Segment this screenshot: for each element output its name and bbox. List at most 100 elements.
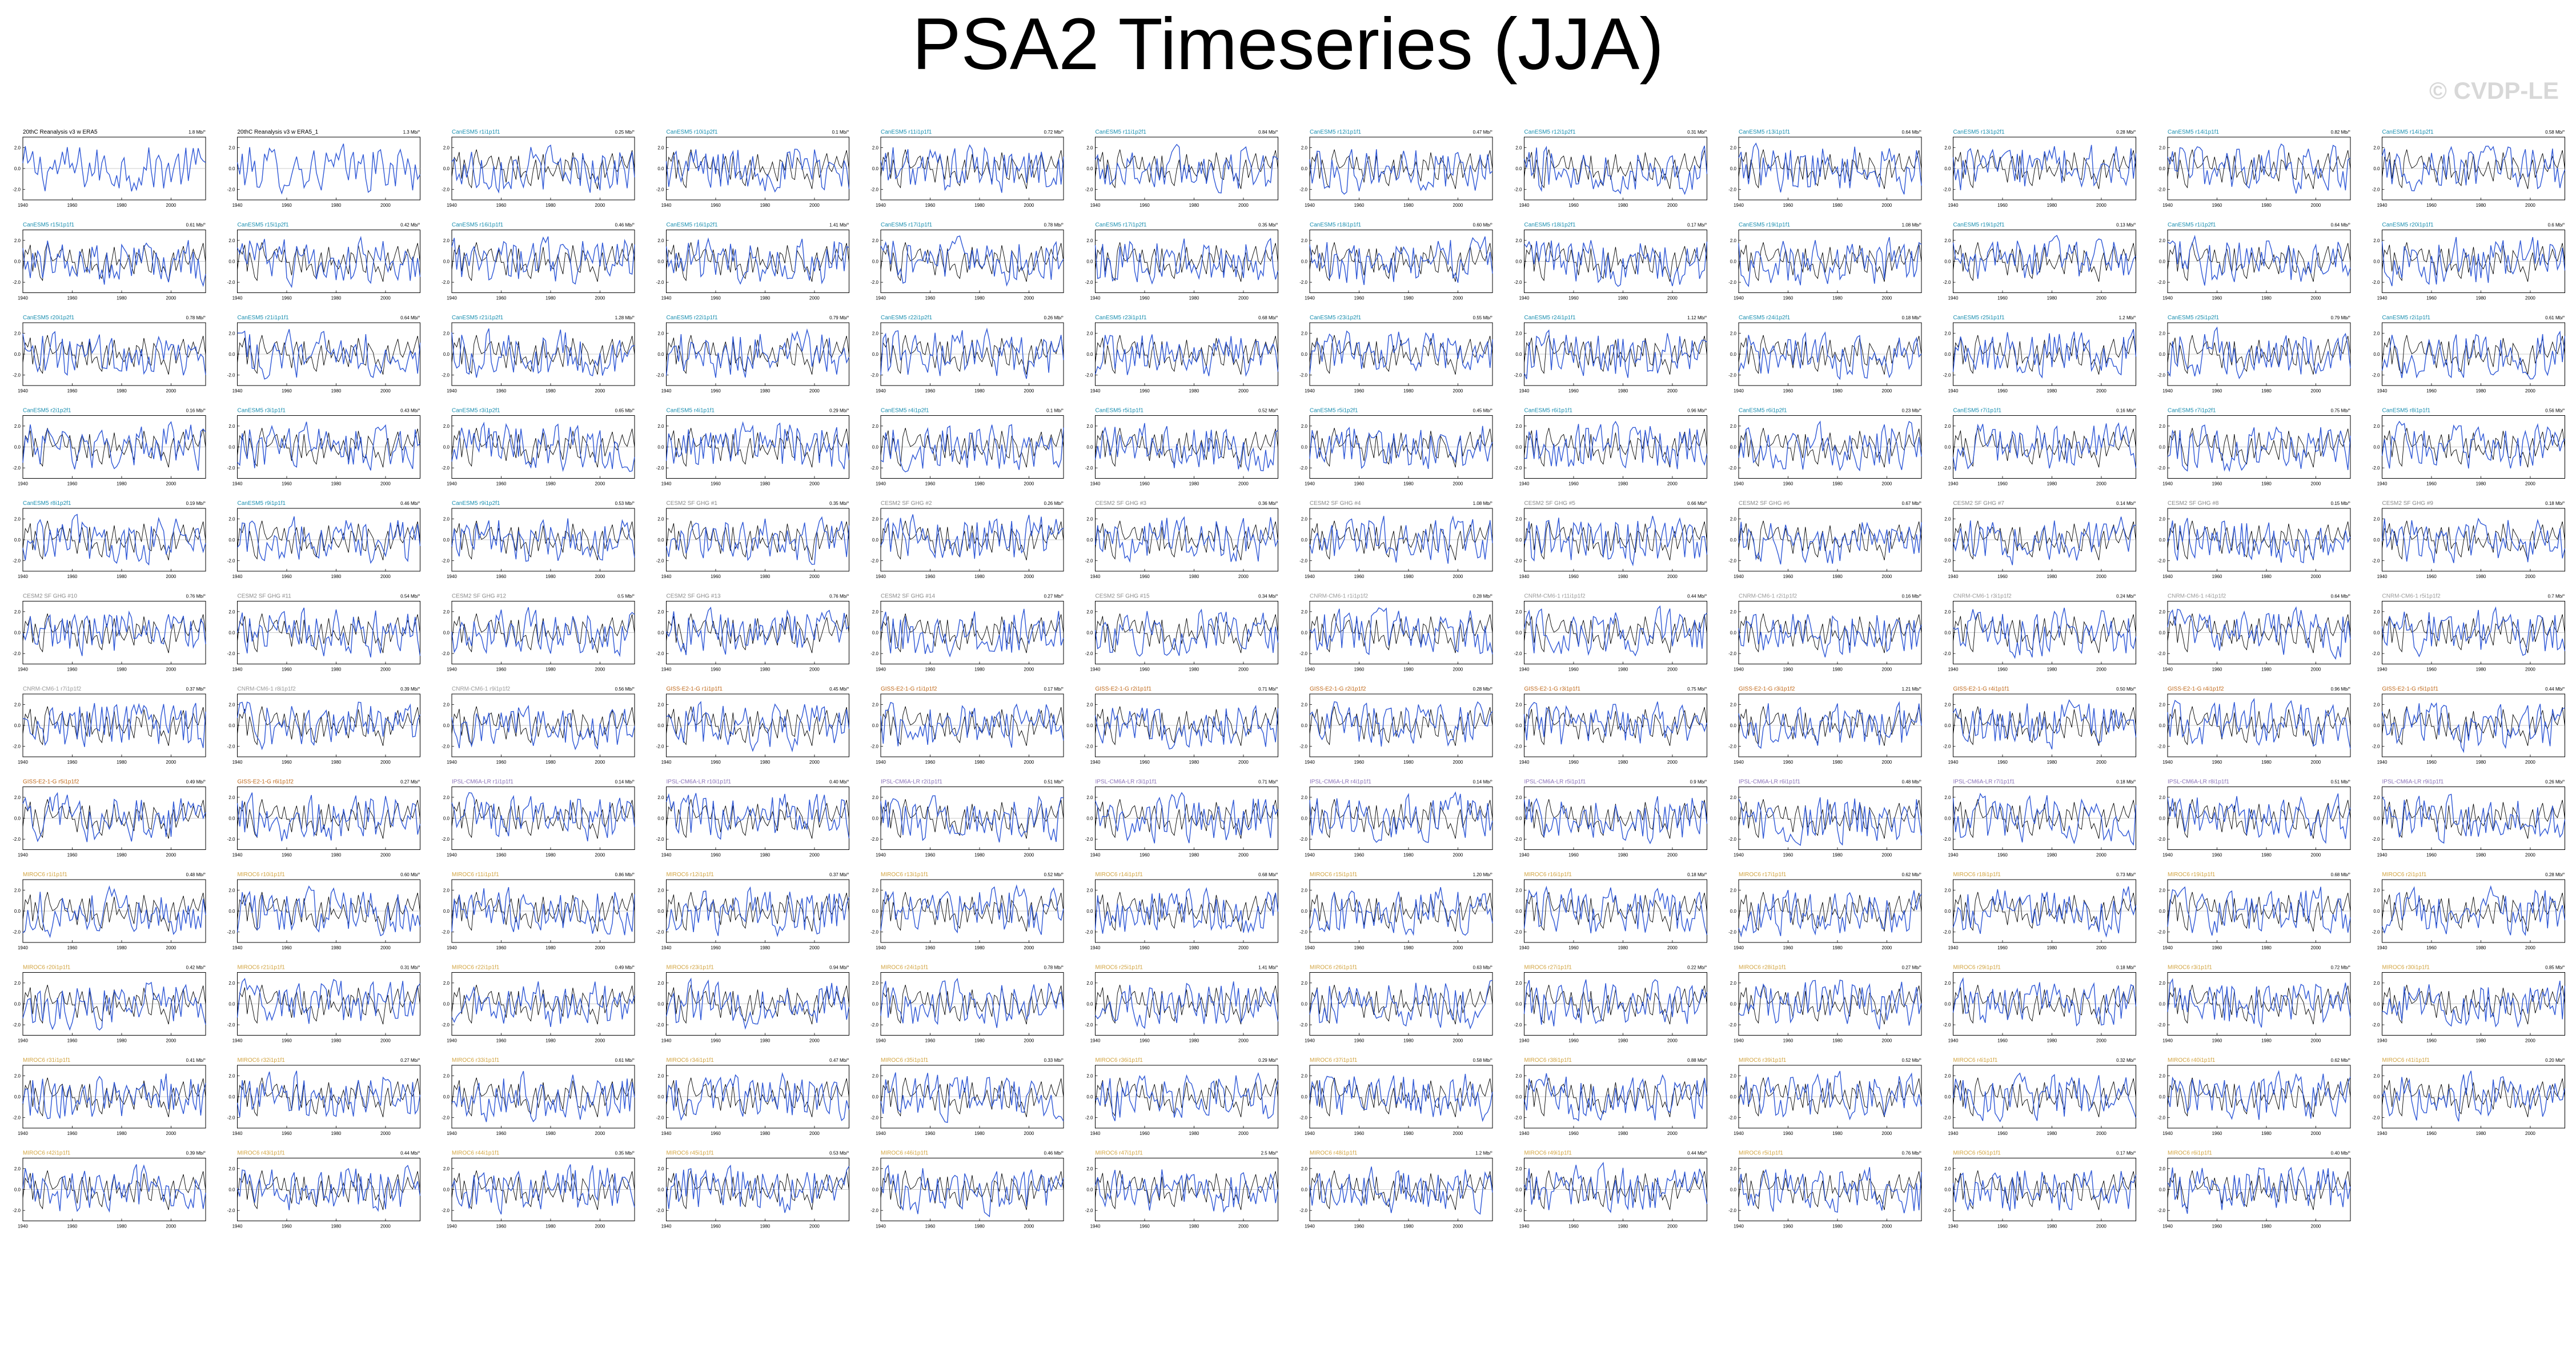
y-tick-label: -2.0 — [2157, 1116, 2165, 1121]
x-tick-label: 1960 — [2426, 760, 2437, 765]
panel-title: CNRM-CM6-1 r2i1p1f2 — [1739, 593, 1797, 600]
panel-title: CanESM5 r11i1p2f1 — [1096, 129, 1147, 135]
x-tick-label: 1960 — [2212, 296, 2222, 301]
x-tick-label: 1960 — [1139, 203, 1150, 208]
x-tick-label: 1980 — [545, 667, 556, 672]
series-observations — [237, 520, 420, 560]
x-tick-label: 1980 — [117, 760, 127, 765]
x-tick-label: 1940 — [232, 760, 243, 765]
y-tick-label: 2.0 — [2373, 238, 2380, 243]
y-tick-label: -2.0 — [13, 187, 21, 192]
x-tick-label: 2000 — [1667, 482, 1678, 487]
panel-title: CanESM5 r8i1p1f1 — [2382, 408, 2431, 414]
series-simulation — [1523, 240, 1708, 287]
x-tick-label: 1960 — [1354, 667, 1365, 672]
y-tick-label: -2.0 — [870, 187, 878, 192]
series-simulation — [1953, 607, 2137, 659]
x-tick-label: 2000 — [1024, 1038, 1034, 1044]
x-tick-label: 1940 — [876, 853, 886, 858]
series-simulation — [880, 235, 1064, 287]
panel-stat: 0.28 Mb/° — [2545, 872, 2565, 877]
series-observations — [451, 1170, 635, 1210]
x-tick-label: 2000 — [595, 482, 605, 487]
y-tick-label: 2.0 — [872, 331, 879, 336]
panel-stat: 0.55 Mb/° — [1473, 315, 1492, 320]
x-tick-label: 2000 — [1453, 945, 1463, 950]
x-tick-label: 1980 — [2476, 574, 2486, 579]
panel-stat: 0.31 Mb/° — [1687, 130, 1707, 135]
panel-stat: 1.20 Mb/° — [1473, 872, 1492, 877]
y-tick-label: 0.0 — [14, 445, 21, 450]
panel-stat: 0.32 Mb/° — [2116, 1058, 2136, 1063]
x-tick-label: 2000 — [1238, 574, 1249, 579]
panel-title: GISS-E2-1-G r3i1p1f2 — [1739, 686, 1795, 692]
series-observations — [1309, 1170, 1493, 1210]
panel-96: IPSL-CM6A-LR r9i1p1f1 0.26 Mb/°2.00.0-2.0… — [2372, 779, 2566, 858]
y-tick-label: 2.0 — [2159, 795, 2166, 800]
y-tick-label: -2.0 — [442, 373, 450, 378]
y-tick-label: -2.0 — [656, 559, 664, 564]
x-tick-label: 2000 — [380, 388, 391, 394]
x-tick-label: 2000 — [2096, 203, 2106, 208]
x-tick-label: 1980 — [331, 203, 342, 208]
y-tick-label: 0.0 — [872, 352, 879, 357]
x-tick-label: 2000 — [1882, 1224, 1892, 1229]
y-tick-label: 0.0 — [14, 537, 21, 543]
series-simulation — [1952, 1072, 2137, 1122]
x-tick-label: 2000 — [2525, 1131, 2535, 1136]
x-tick-label: 1940 — [1519, 388, 1530, 394]
x-tick-label: 1960 — [1568, 482, 1579, 487]
y-tick-label: 0.0 — [14, 166, 21, 171]
y-tick-label: 2.0 — [657, 981, 664, 986]
x-tick-label: 1980 — [2476, 203, 2486, 208]
series-simulation — [1738, 331, 1922, 380]
series-simulation — [2382, 980, 2566, 1028]
x-tick-label: 2000 — [1453, 667, 1463, 672]
y-tick-label: 0.0 — [1730, 723, 1737, 728]
x-tick-label: 2000 — [166, 574, 176, 579]
x-tick-label: 1940 — [2377, 667, 2388, 672]
y-tick-label: 2.0 — [14, 516, 21, 521]
x-tick-label: 2000 — [1667, 203, 1678, 208]
x-tick-label: 2000 — [1882, 760, 1892, 765]
x-tick-label: 2000 — [1882, 945, 1892, 950]
y-tick-label: -2.0 — [870, 373, 878, 378]
y-tick-label: -2.0 — [2157, 930, 2165, 935]
panel-title: CESM2 SF GHG #9 — [2382, 500, 2434, 507]
series-simulation — [2381, 517, 2566, 563]
x-tick-label: 1960 — [711, 1224, 721, 1229]
panel-title: CanESM5 r18i1p1f1 — [1310, 222, 1361, 228]
x-tick-label: 1960 — [1139, 296, 1150, 301]
series-simulation — [22, 1164, 206, 1213]
x-tick-label: 1940 — [2162, 945, 2173, 950]
series-observations — [880, 1077, 1064, 1117]
panel-stat: 0.75 Mb/° — [2331, 408, 2350, 414]
series-observations — [1095, 242, 1278, 282]
panel-title: CanESM5 r24i1p2f1 — [1739, 315, 1790, 321]
y-tick-label: -2.0 — [1085, 744, 1093, 749]
x-tick-label: 2000 — [2525, 296, 2535, 301]
panel-stat: 0.46 Mb/° — [615, 223, 635, 228]
panel-22: CanESM5 r19i1p2f1 0.13 Mb/°2.00.0-2.01940… — [1943, 222, 2137, 301]
x-tick-label: 2000 — [2311, 388, 2321, 394]
panel-stat: 0.73 Mb/° — [2116, 872, 2136, 877]
y-tick-label: 2.0 — [1515, 795, 1522, 800]
panel-stat: 0.16 Mb/° — [186, 408, 206, 414]
x-tick-label: 2000 — [380, 296, 391, 301]
x-tick-label: 2000 — [1882, 1131, 1892, 1136]
panel-stat: 0.76 Mb/° — [1902, 1151, 1921, 1156]
x-tick-label: 1960 — [67, 760, 78, 765]
series-simulation — [451, 887, 635, 936]
y-tick-label: 2.0 — [657, 1166, 664, 1172]
x-tick-label: 1960 — [67, 853, 78, 858]
x-tick-label: 1960 — [2426, 296, 2437, 301]
y-tick-label: 2.0 — [443, 795, 450, 800]
panel-title: CanESM5 r3i1p2f1 — [452, 408, 500, 414]
y-tick-label: 2.0 — [228, 795, 235, 800]
panel-title: CanESM5 r9i1p2f1 — [452, 500, 500, 507]
x-tick-label: 1980 — [2047, 1224, 2057, 1229]
